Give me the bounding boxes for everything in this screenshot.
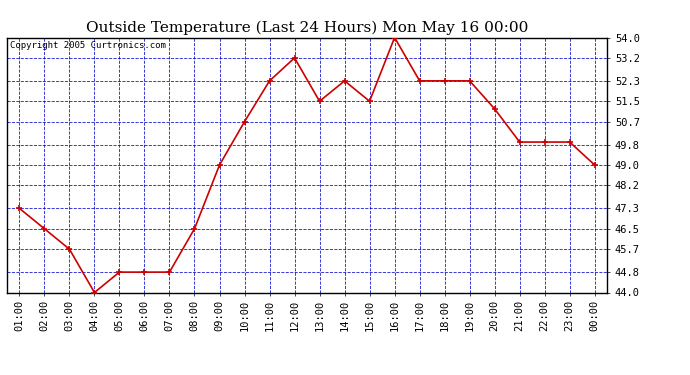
Title: Outside Temperature (Last 24 Hours) Mon May 16 00:00: Outside Temperature (Last 24 Hours) Mon … [86,21,529,35]
Text: Copyright 2005 Curtronics.com: Copyright 2005 Curtronics.com [10,41,166,50]
